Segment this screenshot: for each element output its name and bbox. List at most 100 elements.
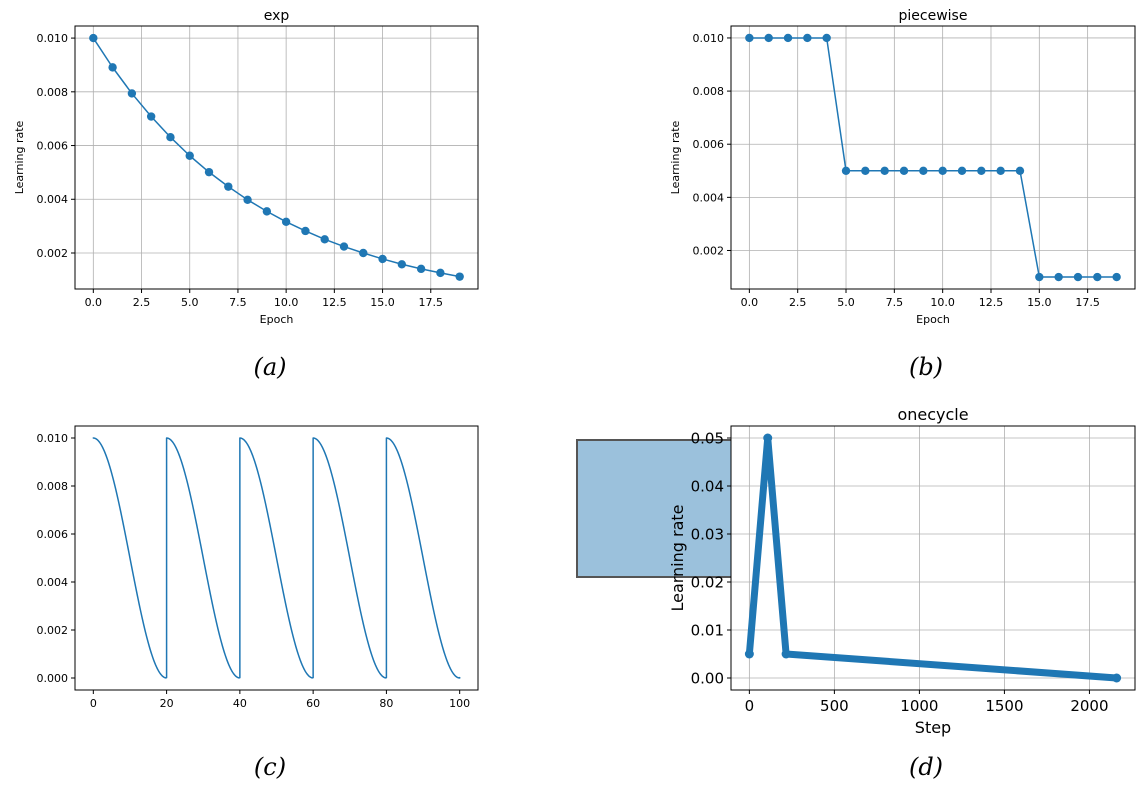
chart-a-axes-frame	[74, 25, 479, 290]
chart-d-data-point	[1112, 673, 1122, 683]
chart-d-data-point	[744, 649, 754, 659]
chart-c-x-tick-label: 60	[306, 697, 320, 710]
chart-a-title: exp	[264, 8, 290, 24]
chart-a-x-tick-label: 17.5	[419, 296, 444, 309]
chart-b-x-tick-label: 0.0	[741, 296, 759, 309]
chart-c-x-tick-label: 0	[90, 697, 97, 710]
chart-b-x-tick-label: 5.0	[837, 296, 855, 309]
chart-a-data-point	[339, 242, 349, 251]
chart-c-series-line	[92, 437, 461, 679]
chart-b-x-tick-label: 12.5	[979, 296, 1004, 309]
chart-a-y-tick-label: 0.004	[37, 193, 69, 206]
chart-a-x-tick-label: 0.0	[85, 296, 103, 309]
chart-c-y-tick-label: 0.008	[37, 480, 69, 493]
chart-a-data-point	[320, 235, 329, 244]
chart-d-axes-frame	[730, 425, 1136, 691]
chart-b-x-axis-label: Epoch	[916, 313, 950, 326]
chart-a-data-point	[359, 248, 368, 258]
chart-a-data-point	[89, 33, 98, 43]
chart-a-x-tick-label: 7.5	[229, 296, 247, 309]
chart-d-y-tick-label: 0.05	[691, 429, 724, 447]
chart-b-data-point	[783, 33, 793, 43]
chart-b-data-point	[1035, 272, 1044, 282]
chart-a-data-point	[108, 63, 117, 72]
chart-a-x-tick-label: 5.0	[181, 296, 199, 309]
chart-b-x-tick-label: 17.5	[1075, 296, 1100, 309]
chart-d-x-tick-label: 0	[745, 697, 755, 715]
chart-a-y-tick-label: 0.010	[37, 32, 69, 45]
chart-b-data-point	[1054, 272, 1063, 282]
chart-d: 0 500 1000 1500 2000 0.00 0.01 0.02 0.03 0.04 0.05…	[576, 405, 1136, 781]
chart-b-x-tick-label: 7.5	[886, 296, 904, 309]
chart-b-data-point	[764, 33, 773, 43]
chart-b-data-point	[938, 166, 947, 175]
chart-c-x-tick-label: 80	[379, 697, 393, 710]
chart-b-data-point	[977, 166, 986, 175]
chart-c-y-tick-label: 0.006	[37, 528, 69, 541]
chart-c-y-tick-label: 0.002	[37, 624, 69, 637]
chart-b-data-point	[957, 166, 967, 175]
chart-a-data-point	[243, 195, 252, 205]
chart-b-y-tick-label: 0.008	[693, 85, 725, 98]
chart-a-data-point	[397, 260, 407, 269]
chart-c-y-tick-label: 0.000	[37, 672, 69, 685]
chart-b-data-point	[745, 33, 754, 43]
chart-c-axes-frame	[74, 425, 479, 691]
chart-d-x-tick-label: 1000	[900, 697, 938, 715]
chart-d-series-line	[745, 434, 1121, 682]
chart-a-data-point	[436, 268, 445, 278]
chart-b-data-point	[822, 33, 831, 43]
chart-d-y-tick-label: 0.01	[691, 621, 724, 639]
chart-b-title: piecewise	[899, 8, 968, 24]
chart-a-x-tick-label: 10.0	[274, 296, 299, 309]
chart-d-data-point	[781, 649, 791, 659]
chart-b-y-axis-label: Learning rate	[669, 120, 682, 194]
chart-b-data-point	[1015, 166, 1025, 175]
chart-c-x-tick-label: 40	[233, 697, 247, 710]
chart-a-plot-area	[75, 26, 478, 289]
chart-b-data-point	[880, 166, 889, 175]
chart-b-y-tick-label: 0.010	[693, 32, 725, 45]
chart-c-x-tick-label: 100	[449, 697, 470, 710]
chart-a-y-tick-label: 0.006	[37, 140, 69, 153]
chart-d-y-tick-label: 0.00	[691, 669, 724, 687]
chart-a-data-point	[146, 112, 156, 121]
chart-a-data-point	[127, 89, 137, 98]
chart-b-data-point	[841, 166, 851, 175]
chart-d-x-tick-label: 1500	[985, 697, 1023, 715]
chart-a-y-tick-label: 0.008	[37, 86, 69, 99]
chart-a-data-point	[416, 264, 426, 274]
chart-a-y-axis-label: Learning rate	[13, 120, 26, 194]
chart-d-x-tick-label: 500	[820, 697, 849, 715]
chart-a-y-tick-label: 0.002	[37, 247, 69, 260]
chart-a: 0.0 2.5 5.0 7.5 10.0 12.5 15.0 17.5 0.002 0.004 0.…	[13, 8, 479, 381]
chart-d-y-tick-label: 0.02	[691, 573, 724, 591]
chart-a-data-point	[204, 167, 214, 177]
chart-b-data-point	[919, 166, 928, 175]
chart-b-data-point	[1112, 272, 1121, 282]
chart-b-data-point	[1073, 272, 1083, 282]
chart-b-plot-area	[731, 26, 1135, 289]
chart-c: 0 20 40 60 80 100 0.000 0.002 0.004 0.006 0.008 0.0…	[37, 425, 479, 781]
chart-b-axes-frame	[730, 25, 1136, 290]
chart-d-y-axis-label: Learning rate	[668, 504, 687, 611]
chart-d-data-point	[763, 433, 773, 443]
chart-a-data-point	[378, 254, 387, 264]
chart-b-x-tick-label: 2.5	[789, 296, 807, 309]
chart-c-caption: (c)	[254, 753, 286, 781]
chart-b-y-tick-label: 0.004	[693, 191, 725, 204]
chart-a-data-point	[224, 182, 233, 191]
chart-d-plot-area	[731, 426, 1135, 690]
chart-a-caption: (a)	[253, 353, 286, 381]
chart-a-data-point	[185, 151, 194, 160]
chart-a-data-point	[166, 133, 175, 142]
chart-a-x-tick-label: 15.0	[370, 296, 395, 309]
chart-b-data-point	[861, 166, 870, 175]
chart-d-shaded-box	[576, 439, 737, 578]
chart-a-data-point	[301, 226, 310, 236]
chart-c-y-tick-label: 0.010	[37, 432, 69, 445]
chart-b-data-point	[899, 166, 909, 175]
chart-b-y-tick-label: 0.006	[693, 138, 725, 151]
chart-d-x-axis-label: Step	[915, 718, 951, 737]
